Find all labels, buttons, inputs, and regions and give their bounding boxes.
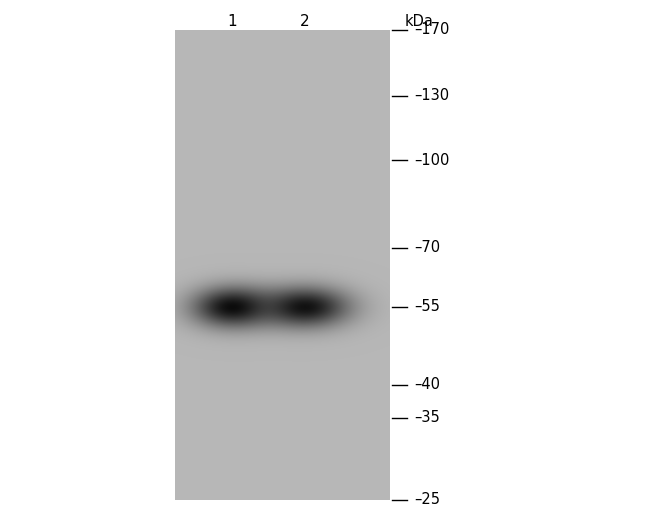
- Bar: [175, 30, 390, 500]
- Text: –25: –25: [414, 492, 440, 508]
- Text: –170: –170: [414, 22, 449, 37]
- Text: kDa: kDa: [405, 15, 434, 30]
- Text: –55: –55: [414, 299, 440, 314]
- Text: 1: 1: [227, 15, 237, 30]
- Text: –40: –40: [414, 378, 440, 392]
- Text: –70: –70: [414, 240, 440, 255]
- Text: –100: –100: [414, 152, 449, 167]
- Text: 2: 2: [300, 15, 310, 30]
- Text: –35: –35: [414, 410, 440, 425]
- Text: –130: –130: [414, 88, 449, 103]
